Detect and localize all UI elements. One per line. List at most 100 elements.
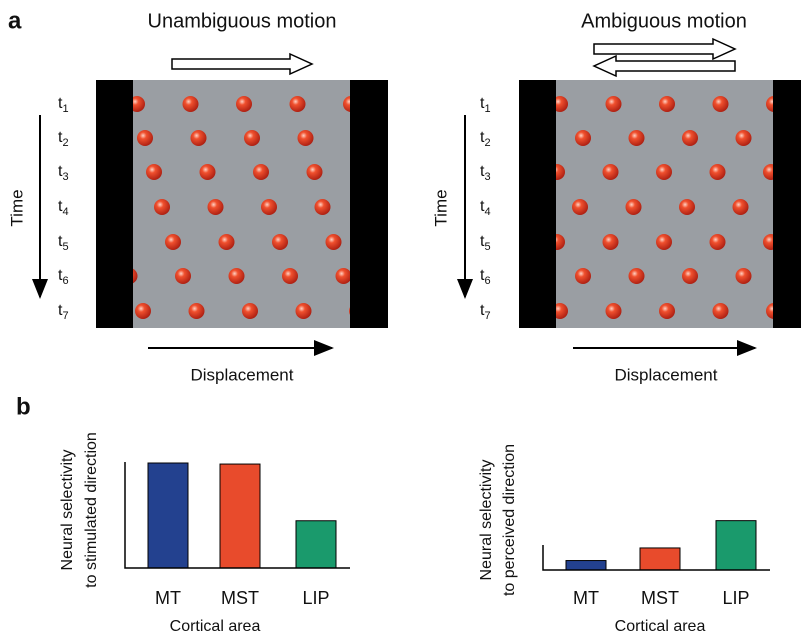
dot [315,199,331,215]
x-tick-label: MT [573,588,599,608]
dot [629,268,645,284]
dot [733,199,749,215]
dot [135,303,151,319]
dot [242,303,258,319]
x-tick-label: LIP [722,588,749,608]
dot [603,234,619,250]
dot [282,268,298,284]
dot [682,268,698,284]
time-step: t4 [480,198,491,218]
x-tick-label: MT [155,588,181,608]
dot [626,199,642,215]
time-index: 6 [484,275,490,287]
dot [736,130,752,146]
dot [82,303,98,319]
dot [165,234,181,250]
y-axis-label: Neural selectivity [478,460,495,581]
dot [656,164,672,180]
dot [76,96,92,112]
dot [710,234,726,250]
dot [208,199,224,215]
time-index: 3 [62,171,68,183]
dot [154,199,170,215]
black-bar [519,80,556,328]
time-index: 1 [62,103,68,115]
time-step: t1 [58,95,69,115]
black-bar [773,80,801,328]
time-step: t5 [58,233,69,253]
dot [191,130,207,146]
bar [566,561,606,570]
dot [244,130,260,146]
dot [575,268,591,284]
panel-title: Ambiguous motion [581,10,747,32]
motion-arrow [172,54,312,74]
time-index: 3 [484,171,490,183]
dot [603,164,619,180]
dot [656,234,672,250]
time-index: 5 [484,241,490,253]
dot [713,303,729,319]
x-tick-label: LIP [302,588,329,608]
x-label: Displacement [615,365,718,384]
time-index: 4 [484,206,490,218]
time-step: t1 [480,95,491,115]
time-step: t5 [480,233,491,253]
panel-label: a [8,7,22,34]
dot [389,268,405,284]
dot [272,234,288,250]
x-axis-label: Cortical area [615,618,706,635]
dot [659,96,675,112]
time-step: t7 [58,302,69,322]
dot [659,303,675,319]
time-index: 4 [62,206,68,218]
dot [499,303,515,319]
bar [148,463,188,568]
time-index: 1 [484,103,490,115]
dot [229,268,245,284]
bar [716,521,756,570]
bar [296,521,336,568]
time-index: 2 [484,137,490,149]
dot [736,268,752,284]
time-step: t4 [58,198,69,218]
dot [200,164,216,180]
y-axis-label: to stimulated direction [83,432,100,588]
dot [496,234,512,250]
time-step: t2 [480,129,491,149]
dot [713,96,729,112]
dot [236,96,252,112]
dot [137,130,153,146]
dot [575,130,591,146]
dot [307,164,323,180]
dot [572,199,588,215]
time-index: 7 [62,310,68,322]
x-label: Displacement [191,365,294,384]
time-label: Time [431,189,450,226]
dot [296,303,312,319]
dot [298,130,314,146]
black-bar [96,80,133,328]
dot [326,234,342,250]
bar [640,548,680,570]
black-bar [350,80,388,328]
dot [496,164,512,180]
time-step: t6 [58,267,69,287]
time-index: 5 [62,241,68,253]
time-index: 2 [62,137,68,149]
dot [175,268,191,284]
dot [183,96,199,112]
dot [336,268,352,284]
time-label: Time [7,189,26,226]
x-tick-label: MST [641,588,679,608]
x-axis-label: Cortical area [170,618,261,635]
dot [219,234,235,250]
time-step: t3 [58,163,69,183]
dot [499,96,515,112]
dot [146,164,162,180]
panel-title: Unambiguous motion [148,10,337,32]
time-step: t7 [480,302,491,322]
time-step: t6 [480,267,491,287]
bar [220,464,260,568]
dot [253,164,269,180]
